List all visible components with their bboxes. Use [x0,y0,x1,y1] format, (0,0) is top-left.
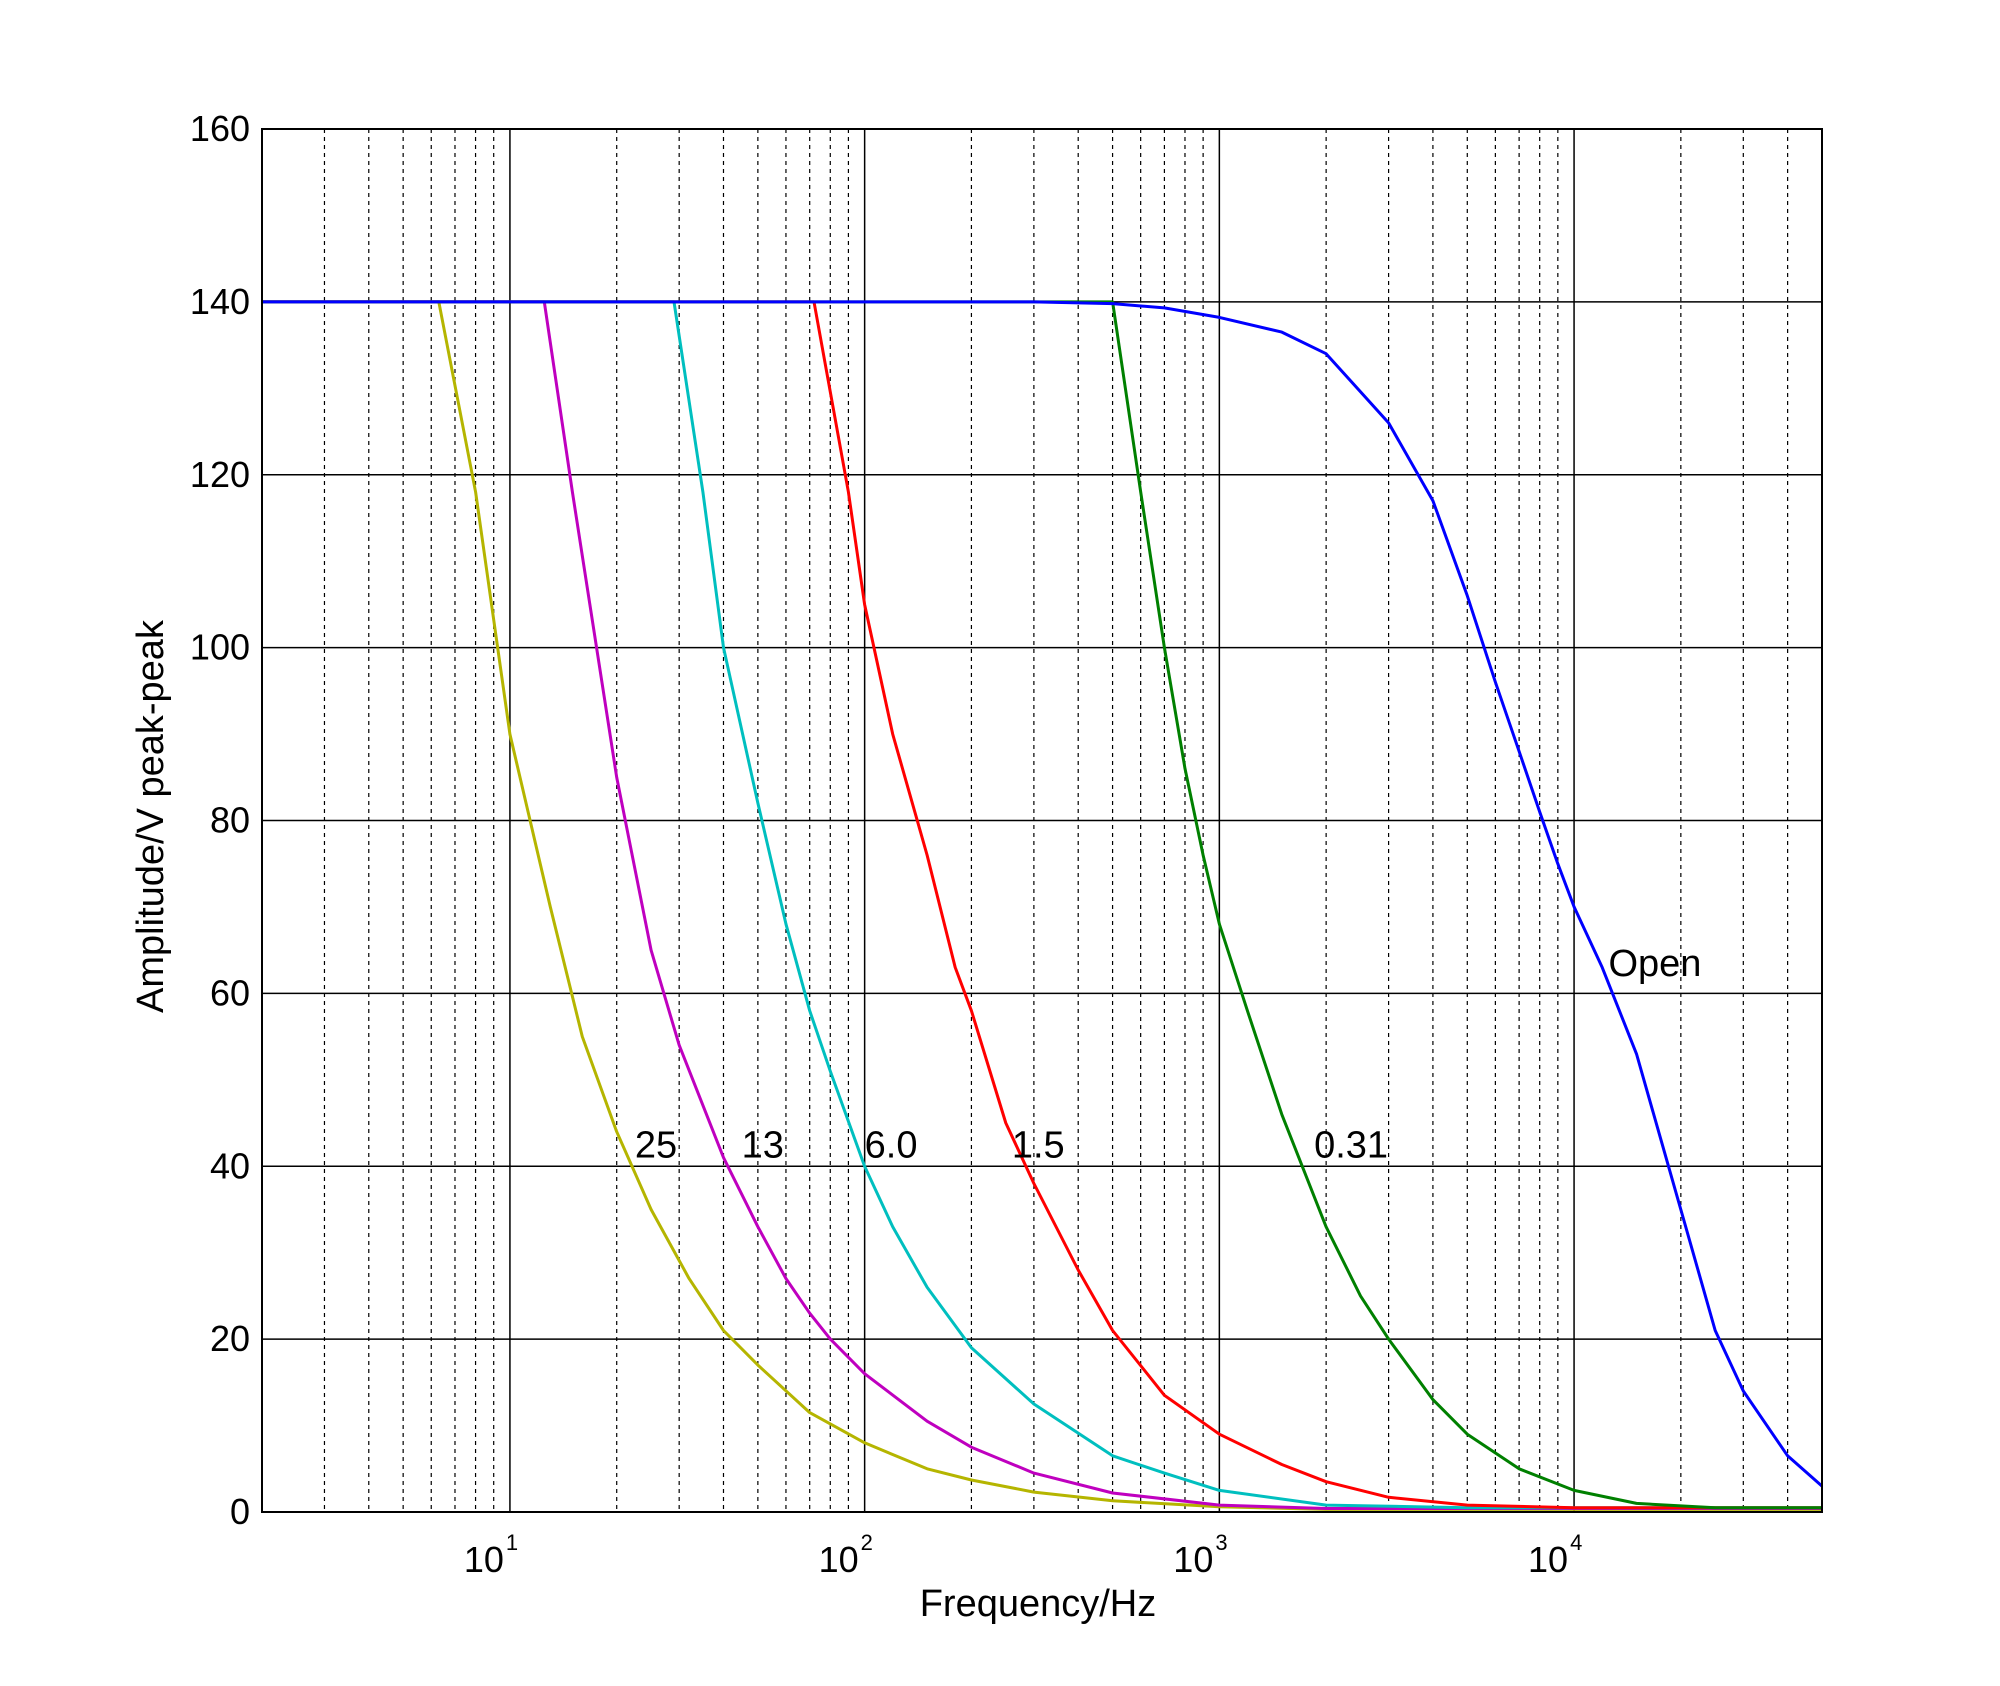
series-line-4 [262,300,1822,1510]
x-tick-exponent: 2 [861,1530,873,1555]
y-tick-label: 20 [210,1318,250,1359]
y-tick-labels: 0 20 40 60 80 100 120 140 160 [190,108,250,1532]
series-line-3 [262,300,1822,1510]
curve-label-2: 6.0 [865,1125,918,1167]
major-grid [262,129,1822,1512]
series-line-5 [262,300,1823,1488]
curve-labels: 25 13 6.0 1.5 0.31 Open [635,943,1702,1167]
x-tick-exponent: 4 [1570,1530,1582,1555]
x-tick-label: 10 [464,1539,504,1580]
y-tick-label: 160 [190,108,250,149]
y-tick-label: 40 [210,1145,250,1186]
series-line-0 [262,300,1822,1511]
x-tick-label: 10 [819,1539,859,1580]
y-tick-label: 120 [190,454,250,495]
curve-label-0: 25 [635,1125,677,1167]
curve-label-5: Open [1608,943,1701,985]
x-tick-exponent: 3 [1215,1530,1227,1555]
curve-label-3: 1.5 [1012,1125,1065,1167]
x-tick-exponent: 1 [506,1530,518,1555]
y-axis-title: Amplitude/V peak-peak [130,619,172,1013]
curve-label-1: 13 [742,1125,784,1167]
x-tick-label: 10 [1173,1539,1213,1580]
curve-label-4: 0.31 [1314,1125,1388,1167]
curves [262,300,1823,1511]
plot-frame [261,128,1823,1513]
y-tick-label: 60 [210,972,250,1013]
x-tick-label: 10 [1528,1539,1568,1580]
y-tick-label: 100 [190,627,250,668]
y-tick-label: 80 [210,800,250,841]
x-tick-labels: 10 1 10 2 10 3 10 4 [464,1530,1582,1580]
x-axis-title: Frequency/Hz [920,1583,1157,1625]
y-tick-label: 0 [230,1491,250,1532]
y-tick-label: 140 [190,281,250,322]
series-line-1 [262,300,1822,1510]
series-line-2 [262,300,1822,1510]
